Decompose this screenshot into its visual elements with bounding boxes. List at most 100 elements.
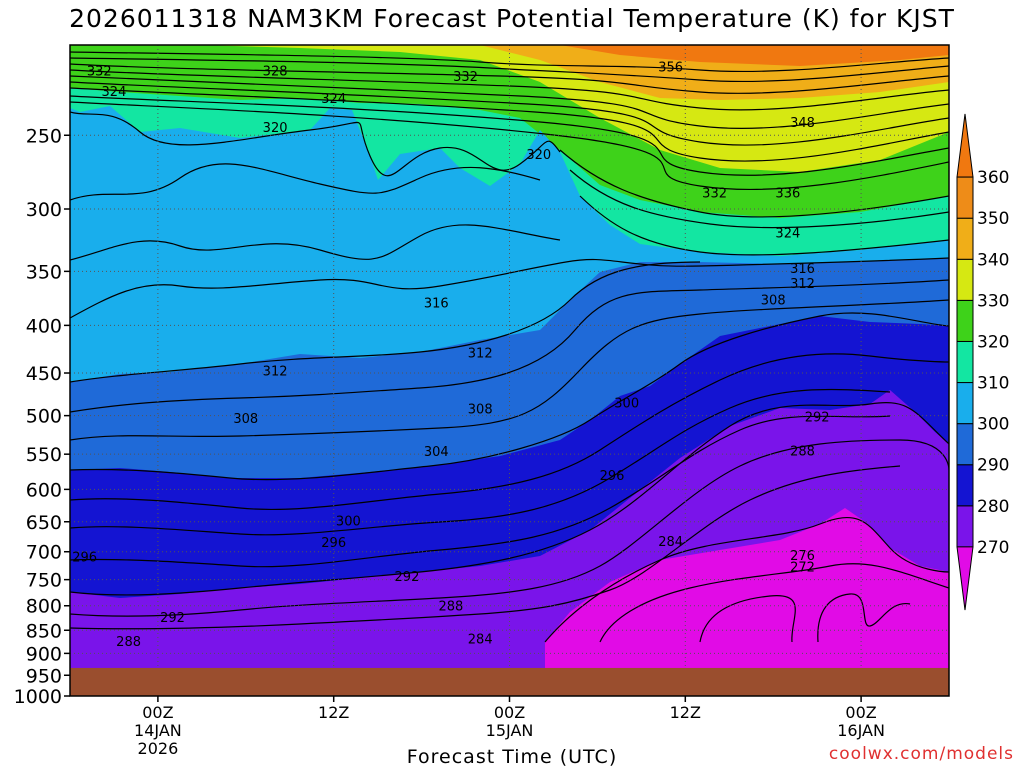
contour-line [699, 595, 796, 643]
x-tick-label: 12Z [670, 703, 701, 722]
contour-label: 296 [321, 536, 346, 551]
chart-title: 2026011318 NAM3KM Forecast Potential Tem… [69, 4, 955, 33]
colorbar-segment [956, 176, 974, 219]
contour-line [70, 312, 949, 481]
contour-label: 324 [321, 92, 346, 107]
contour-line [70, 163, 541, 201]
colorbar-label: 310 [977, 374, 1009, 394]
x-axis-label: Forecast Time (UTC) [406, 746, 618, 768]
contour-label: 308 [233, 412, 258, 427]
contour-line [70, 279, 949, 413]
y-tick-label: 600 [26, 479, 62, 501]
pressure-axis: 2503003504004505005506006507007508008509… [14, 125, 70, 708]
contour-label: 312 [263, 364, 288, 379]
colorbar: 270 280 290 300 310 320 330 340 350 360 [956, 113, 1009, 611]
contour-label: 328 [263, 64, 288, 79]
contour-line [70, 63, 949, 94]
contour-line [70, 81, 949, 146]
x-tick-label: 14JAN [134, 721, 182, 740]
x-tick-label: 12Z [318, 703, 349, 722]
y-tick-label: 950 [26, 665, 62, 687]
contour-line [70, 75, 949, 129]
contour-label: 332 [87, 64, 112, 79]
contour-line [70, 257, 949, 319]
x-tick-label: 00Z [845, 703, 876, 722]
contour-label: 296 [600, 469, 625, 484]
contour-line [559, 149, 949, 218]
contour-label: 300 [336, 515, 361, 530]
y-tick-label: 550 [26, 444, 62, 466]
contour-line [569, 169, 949, 229]
contour-line [70, 69, 949, 111]
colorbar-segment [956, 258, 974, 301]
x-tick-label: 2026 [138, 739, 179, 758]
colorbar-label: 330 [977, 291, 1009, 311]
contour-line [70, 87, 949, 162]
contour-line [579, 195, 949, 256]
contour-line [70, 224, 561, 261]
contour-line [599, 563, 949, 643]
x-tick-label: 16JAN [837, 721, 885, 740]
contour-label: 284 [658, 535, 683, 550]
y-tick-label: 250 [26, 125, 62, 147]
y-tick-label: 700 [26, 542, 62, 564]
contour-label: 316 [790, 262, 815, 277]
colorbar-segment [956, 217, 974, 260]
contour-label: 320 [263, 121, 288, 136]
contour-line [70, 111, 561, 177]
colorbar-segment [956, 299, 974, 342]
contour-label: 292 [160, 611, 185, 626]
contour-label: 292 [395, 570, 420, 585]
contour-line [817, 593, 911, 643]
contour-line [544, 516, 949, 643]
contour-label: 308 [761, 293, 786, 308]
contour-label: 312 [468, 347, 493, 362]
colorbar-segment [956, 505, 974, 548]
y-tick-label: 400 [26, 315, 62, 337]
x-tick-label: 00Z [142, 703, 173, 722]
colorbar-label: 350 [977, 209, 1009, 229]
contour-label: 332 [702, 186, 727, 201]
colorbar-segment [956, 464, 974, 507]
colorbar-label: 290 [977, 456, 1009, 476]
contour-line [70, 51, 949, 73]
colorbar-segment [956, 423, 974, 466]
y-tick-label: 850 [26, 620, 62, 642]
contour-line [70, 101, 949, 191]
theta-contours [70, 51, 949, 643]
y-tick-label: 900 [26, 643, 62, 665]
contour-label: 272 [790, 560, 815, 575]
contour-label: 292 [805, 410, 830, 425]
y-tick-label: 450 [26, 363, 62, 385]
colorbar-label: 360 [977, 168, 1009, 188]
contour-label: 332 [453, 70, 478, 85]
colorbar-segment [956, 382, 974, 425]
colorbar-label: 320 [977, 332, 1009, 352]
site-credit: coolwx.com/models [828, 744, 1014, 764]
colorbar-label: 340 [977, 250, 1009, 270]
contour-label: 312 [790, 277, 815, 292]
colorbar-bottom-triangle [956, 546, 974, 611]
ground-below-surface [70, 667, 949, 696]
contour-line [70, 402, 949, 596]
contour-label: 296 [72, 550, 97, 565]
contour-label: 276 [790, 549, 815, 564]
contour-label: 324 [775, 227, 800, 242]
contour-line [70, 57, 949, 83]
contour-label: 308 [468, 402, 493, 417]
y-tick-label: 300 [26, 199, 62, 221]
y-tick-label: 1000 [14, 686, 62, 708]
theta-fill-layers [70, 45, 949, 696]
x-tick-label: 00Z [494, 703, 525, 722]
contour-line [70, 465, 901, 630]
contour-line [70, 299, 949, 441]
colorbar-label: 280 [977, 497, 1009, 517]
colorbar-label: 300 [977, 415, 1009, 435]
colorbar-segment [956, 340, 974, 384]
contour-line [70, 95, 949, 176]
contour-line [70, 415, 891, 568]
y-tick-label: 800 [26, 596, 62, 618]
